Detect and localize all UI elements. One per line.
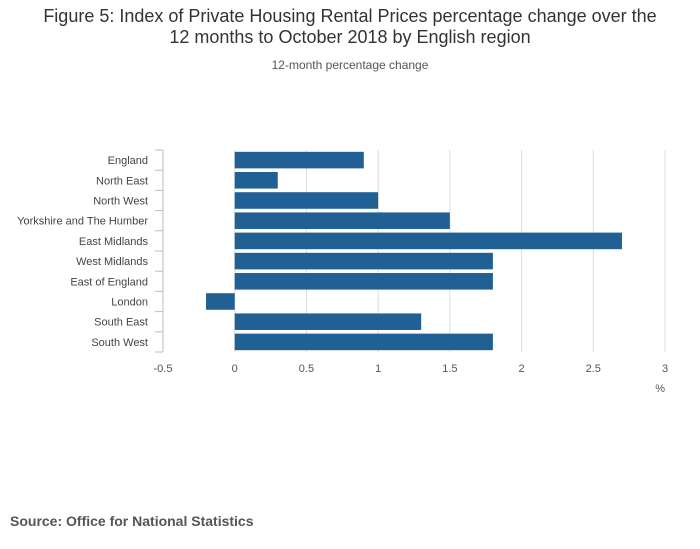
category-label: South East [94,317,148,329]
x-tick-label: -0.5 [154,363,173,375]
category-label: England [108,155,148,167]
bar-england [234,151,364,169]
bar-east-of-england [234,273,493,290]
x-tick-labels: -0.5 0 0.5 1 1.5 2 2.5 3 [154,363,669,375]
x-tick-label: 3 [662,363,668,375]
x-tick-label: 2 [519,363,525,375]
chart-subtitle: 12-month percentage change [271,58,429,72]
y-axis [155,149,164,353]
bar-south-west [234,333,493,351]
chart-title-line-1: Figure 5: Index of Private Housing Renta… [43,6,657,26]
chart-title-line-2: 12 months to October 2018 by English reg… [169,27,531,47]
category-label: London [111,297,148,309]
bar-north-west [234,192,379,209]
bar-east-midlands [234,232,622,250]
chart-title: Figure 5: Index of Private Housing Renta… [0,6,700,48]
category-label: South West [91,337,148,349]
category-label: North East [96,175,148,187]
x-tick-label: 2.5 [586,363,601,375]
category-label: West Midlands [76,256,148,268]
bar-yorkshire-and-the-humber [234,212,450,229]
category-label: Yorkshire and The Humber [17,216,148,228]
bar-west-midlands [234,252,493,270]
category-label: East Midlands [79,236,149,248]
category-label: East of England [70,276,148,288]
category-labels: England North East North West Yorkshire and… [17,155,148,349]
bar-south-east [234,313,422,330]
bar-london [206,293,235,310]
x-tick-label: 1.5 [442,363,457,375]
x-tick-label: 0 [232,363,238,375]
bar-north-east [234,172,278,189]
source-note: Source: Office for National Statistics [10,513,254,529]
x-tick-label: 1 [375,363,381,375]
x-tick-label: 0.5 [299,363,314,375]
category-label: North West [93,196,148,208]
bars [206,151,622,351]
x-axis-unit-label: % [655,383,665,395]
